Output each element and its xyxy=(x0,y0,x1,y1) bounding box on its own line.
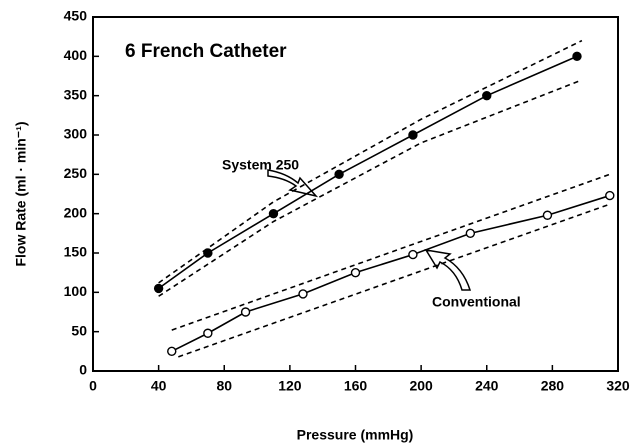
y-tick-label: 300 xyxy=(64,126,88,142)
data-point xyxy=(542,210,553,220)
data-point xyxy=(408,130,418,140)
y-axis-label: Flow Rate (ml · min⁻¹) xyxy=(13,121,29,266)
x-tick-label: 320 xyxy=(606,378,630,394)
data-point xyxy=(268,208,279,219)
y-tick-label: 350 xyxy=(64,86,88,102)
chart-title: 6 French Catheter xyxy=(125,41,287,62)
y-tick-label: 400 xyxy=(64,47,88,63)
data-point xyxy=(572,51,582,62)
data-point xyxy=(203,328,213,338)
x-tick-label: 240 xyxy=(475,378,499,394)
annotation-arrow xyxy=(424,248,472,291)
x-tick-label: 120 xyxy=(278,378,302,394)
x-tick-label: 200 xyxy=(409,378,433,394)
y-tick-label: 150 xyxy=(64,244,88,260)
data-point xyxy=(167,346,177,357)
data-point xyxy=(408,249,418,260)
y-tick-label: 0 xyxy=(79,362,87,378)
data-point xyxy=(240,307,251,317)
data-point xyxy=(153,283,164,294)
data-point xyxy=(482,90,492,101)
x-tick-label: 160 xyxy=(344,378,368,394)
data-point xyxy=(350,267,361,278)
annotation-arrow xyxy=(267,169,319,198)
confidence-band xyxy=(158,79,583,297)
data-point xyxy=(298,289,308,299)
annotation: Conventional xyxy=(432,294,521,310)
x-tick-label: 0 xyxy=(89,378,97,394)
y-tick-label: 100 xyxy=(64,283,88,299)
annotation: System 250 xyxy=(222,157,299,173)
plot-frame xyxy=(92,16,619,372)
x-axis-label: Pressure (mmHg) xyxy=(297,427,414,443)
confidence-band xyxy=(178,203,611,358)
x-tick-label: 80 xyxy=(216,378,232,394)
y-tick-label: 250 xyxy=(64,165,88,181)
y-tick-label: 50 xyxy=(71,322,87,338)
confidence-band xyxy=(171,173,611,331)
data-point xyxy=(203,248,213,258)
series-line xyxy=(171,194,611,353)
data-point xyxy=(465,228,476,239)
y-tick-label: 450 xyxy=(64,8,88,24)
confidence-band xyxy=(158,39,583,284)
y-tick-label: 200 xyxy=(64,204,88,220)
x-tick-label: 280 xyxy=(541,378,565,394)
x-tick-label: 40 xyxy=(151,378,167,394)
data-point xyxy=(605,190,615,201)
data-point xyxy=(334,169,344,180)
